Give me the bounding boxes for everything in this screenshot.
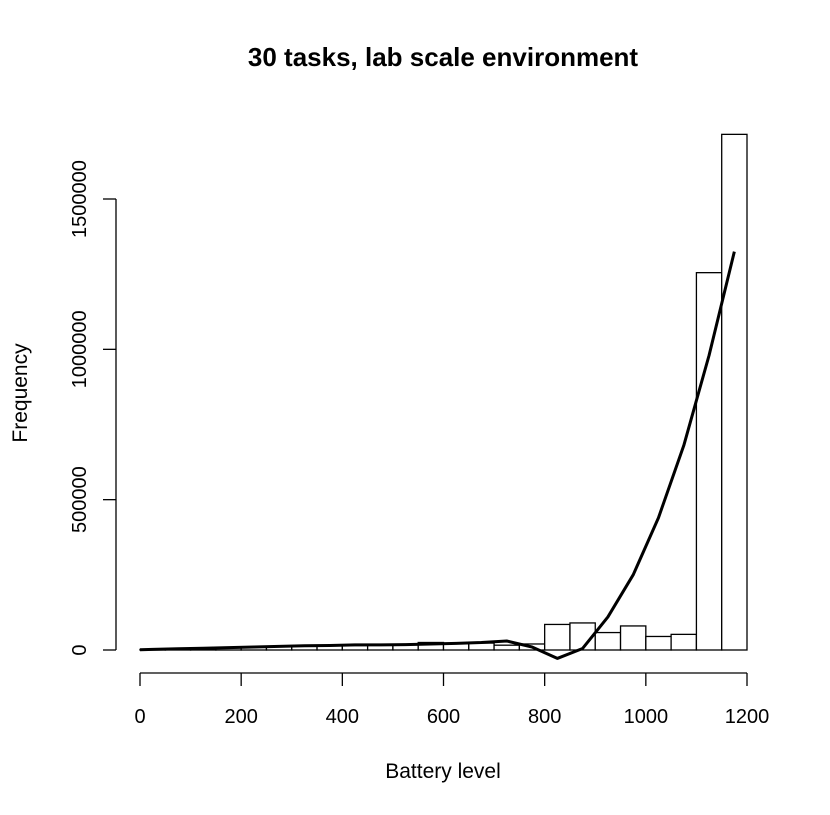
y-tick-label: 1500000 bbox=[69, 160, 91, 238]
histogram-bar bbox=[544, 623, 571, 651]
density-curve bbox=[139, 251, 736, 660]
histogram-bar bbox=[645, 635, 672, 651]
x-tick-label: 0 bbox=[134, 706, 145, 728]
chart-title: 30 tasks, lab scale environment bbox=[248, 42, 639, 72]
histogram-bar bbox=[594, 631, 622, 651]
x-axis-label: Battery level bbox=[385, 760, 501, 783]
y-tick-label: 1000000 bbox=[69, 310, 91, 388]
y-axis-label: Frequency bbox=[9, 343, 32, 443]
x-tick-label: 1000 bbox=[624, 706, 669, 728]
bars-group bbox=[139, 133, 748, 651]
histogram-bar bbox=[493, 644, 521, 651]
histogram-bar bbox=[721, 133, 748, 651]
x-tick-label: 600 bbox=[427, 706, 460, 728]
x-tick-label: 400 bbox=[326, 706, 359, 728]
x-axis: 0 200 400 600 800 1000 1200 bbox=[134, 672, 770, 728]
histogram-bar bbox=[670, 633, 698, 651]
y-tick-label: 0 bbox=[69, 644, 91, 655]
x-tick-label: 1200 bbox=[725, 706, 770, 728]
x-tick-label: 200 bbox=[224, 706, 257, 728]
x-tick-label: 800 bbox=[528, 706, 561, 728]
histogram-bar bbox=[695, 272, 723, 651]
histogram-bar bbox=[619, 625, 647, 651]
y-axis: 0 500000 1000000 1500000 bbox=[69, 160, 117, 656]
y-tick-label: 500000 bbox=[69, 466, 91, 533]
